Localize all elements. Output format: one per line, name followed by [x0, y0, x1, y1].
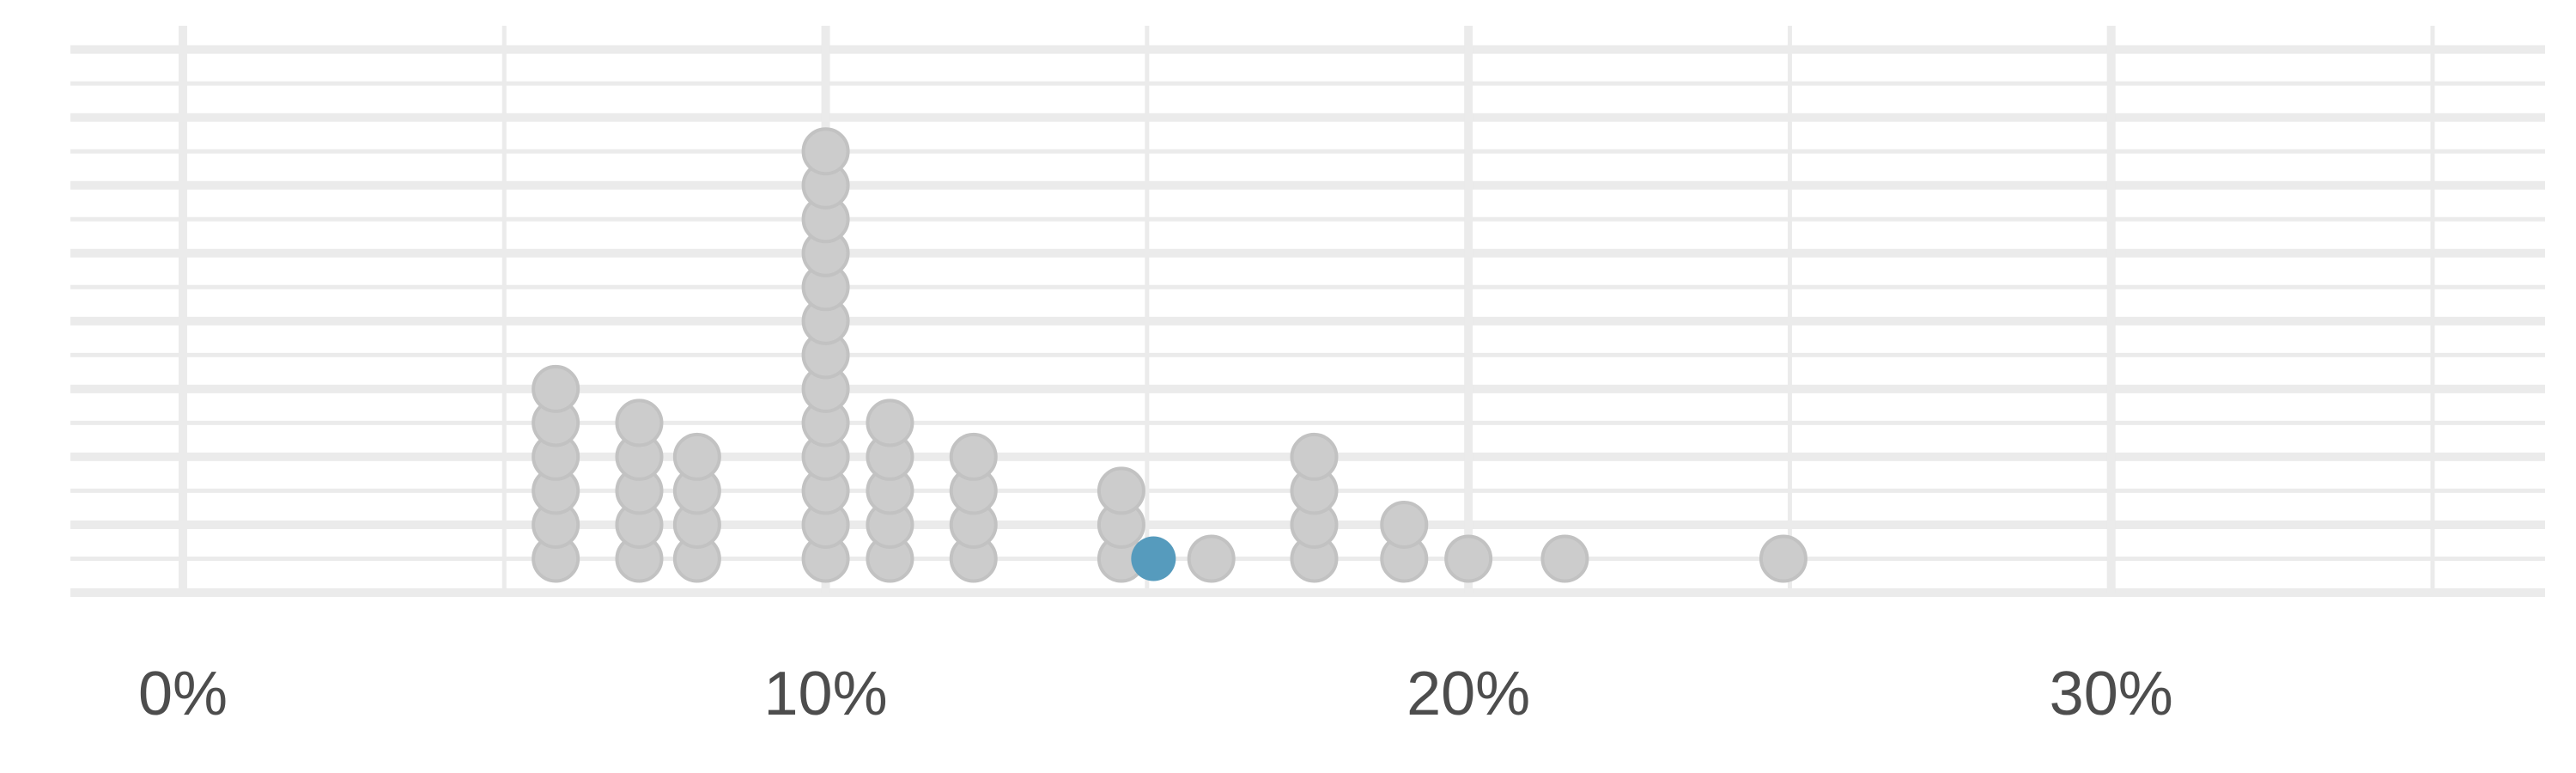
- data-dot: [801, 127, 850, 176]
- data-dot: [1540, 534, 1589, 583]
- x-tick-label: 30%: [2050, 660, 2173, 728]
- data-dot: [1187, 534, 1236, 583]
- x-tick-label: 0%: [138, 660, 228, 728]
- data-dot: [949, 432, 998, 481]
- x-axis-tick-labels: 0% 10% 20% 30%: [138, 660, 2173, 728]
- data-dot: [1290, 432, 1339, 481]
- data-dot: [1380, 500, 1429, 549]
- dot-marks: [532, 127, 1807, 583]
- data-dot: [532, 364, 580, 413]
- data-dot: [1444, 534, 1493, 583]
- data-dot: [672, 432, 721, 481]
- data-dot: [1097, 466, 1145, 515]
- x-tick-label: 20%: [1406, 660, 1530, 728]
- x-tick-label: 10%: [764, 660, 888, 728]
- data-dot: [1759, 534, 1807, 583]
- grid-lines: [70, 26, 2545, 597]
- data-dot: [615, 399, 664, 447]
- data-dot: [866, 399, 914, 447]
- highlighted-data-dot: [1131, 536, 1176, 581]
